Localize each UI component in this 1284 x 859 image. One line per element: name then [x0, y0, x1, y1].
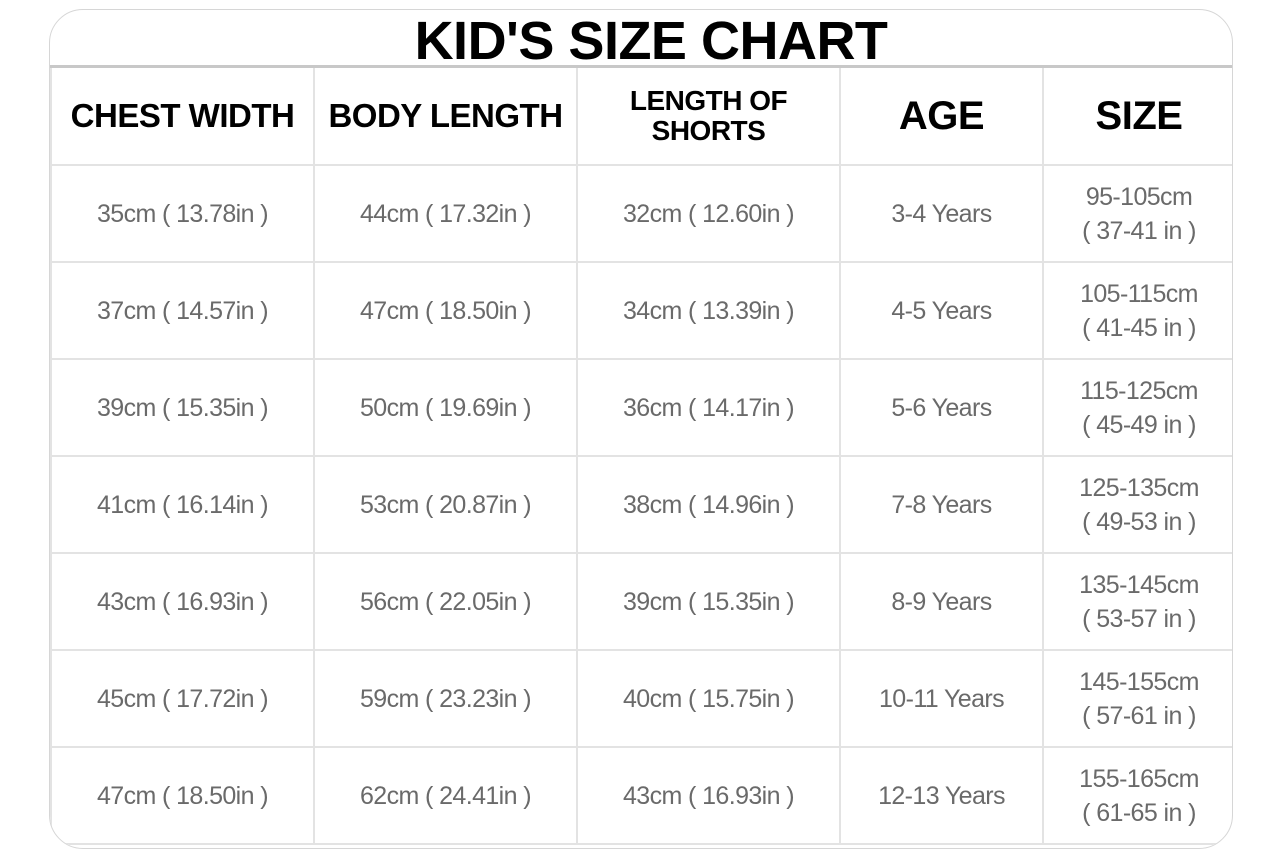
body-length-cell: 56cm ( 22.05in ) [313, 552, 578, 651]
size-cm-text: 105-115cm [1080, 279, 1198, 308]
chest-width-cell: 45cm ( 17.72in ) [50, 649, 315, 748]
shorts-length-cell: 34cm ( 13.39in ) [576, 261, 841, 360]
shorts-length-cell: 32cm ( 12.60in ) [576, 164, 841, 263]
size-cm-text: 115-125cm [1080, 376, 1198, 405]
size-cm-text: 125-135cm [1079, 473, 1199, 502]
age-cell: 12-13 Years [839, 746, 1044, 845]
size-cm-text: 95-105cm [1085, 182, 1193, 211]
table-row: 43cm ( 16.93in ) 56cm ( 22.05in ) 39cm ( 1… [50, 552, 1232, 651]
header-row: CHEST WIDTH BODY LENGTH LENGTH OF SHORTS… [50, 65, 1232, 166]
body-length-cell: 59cm ( 23.23in ) [313, 649, 578, 748]
size-cell: 135-145cm ( 53-57 in ) [1042, 552, 1232, 651]
table-row: 39cm ( 15.35in ) 50cm ( 19.69in ) 36cm ( 1… [50, 358, 1232, 457]
age-cell: 4-5 Years [839, 261, 1044, 360]
body-length-cell: 44cm ( 17.32in ) [313, 164, 578, 263]
chest-width-cell: 35cm ( 13.78in ) [50, 164, 315, 263]
size-in-text: ( 61-65 in ) [1082, 798, 1196, 827]
table-row: 35cm ( 13.78in ) 44cm ( 17.32in ) 32cm ( 1… [50, 164, 1232, 263]
body-length-cell: 62cm ( 24.41in ) [313, 746, 578, 845]
table-row: 41cm ( 16.14in ) 53cm ( 20.87in ) 38cm ( 1… [50, 455, 1232, 554]
age-cell: 10-11 Years [839, 649, 1044, 748]
size-cm-text: 145-155cm [1079, 667, 1199, 696]
size-cell: 155-165cm ( 61-65 in ) [1042, 746, 1232, 845]
size-cell: 125-135cm ( 49-53 in ) [1042, 455, 1232, 554]
shorts-length-cell: 43cm ( 16.93in ) [576, 746, 841, 845]
shorts-length-cell: 36cm ( 14.17in ) [576, 358, 841, 457]
size-cm-text: 155-165cm [1079, 764, 1199, 793]
age-cell: 5-6 Years [839, 358, 1044, 457]
chest-width-cell: 37cm ( 14.57in ) [50, 261, 315, 360]
size-cell: 115-125cm ( 45-49 in ) [1042, 358, 1232, 457]
size-in-text: ( 49-53 in ) [1082, 507, 1196, 536]
header-age: AGE [839, 65, 1044, 166]
size-in-text: ( 45-49 in ) [1082, 410, 1196, 439]
size-cell: 95-105cm ( 37-41 in ) [1042, 164, 1232, 263]
size-in-text: ( 57-61 in ) [1082, 701, 1196, 730]
header-length-of-shorts-text: LENGTH OF SHORTS [629, 85, 788, 146]
chest-width-cell: 43cm ( 16.93in ) [50, 552, 315, 651]
chest-width-cell: 47cm ( 18.50in ) [50, 746, 315, 845]
header-size: SIZE [1042, 65, 1232, 166]
size-cell: 145-155cm ( 57-61 in ) [1042, 649, 1232, 748]
shorts-length-cell: 38cm ( 14.96in ) [576, 455, 841, 554]
table-row: 47cm ( 18.50in ) 62cm ( 24.41in ) 43cm ( 1… [50, 746, 1232, 845]
header-length-of-shorts: LENGTH OF SHORTS [576, 65, 841, 166]
body-length-cell: 53cm ( 20.87in ) [313, 455, 578, 554]
age-cell: 8-9 Years [839, 552, 1044, 651]
shorts-length-cell: 40cm ( 15.75in ) [576, 649, 841, 748]
size-chart-card: KID'S SIZE CHART CHEST WIDTH BODY LENGTH… [49, 9, 1233, 849]
table-row: 37cm ( 14.57in ) 47cm ( 18.50in ) 34cm ( 1… [50, 261, 1232, 360]
size-cm-text: 135-145cm [1079, 570, 1199, 599]
shorts-length-cell: 39cm ( 15.35in ) [576, 552, 841, 651]
size-cell: 105-115cm ( 41-45 in ) [1042, 261, 1232, 360]
age-cell: 3-4 Years [839, 164, 1044, 263]
age-cell: 7-8 Years [839, 455, 1044, 554]
size-in-text: ( 41-45 in ) [1082, 313, 1196, 342]
chest-width-cell: 41cm ( 16.14in ) [50, 455, 315, 554]
size-in-text: ( 53-57 in ) [1082, 604, 1196, 633]
header-chest-width: CHEST WIDTH [50, 65, 315, 166]
table-row: 45cm ( 17.72in ) 59cm ( 23.23in ) 40cm ( 1… [50, 649, 1232, 748]
size-in-text: ( 37-41 in ) [1082, 216, 1196, 245]
table-body: 35cm ( 13.78in ) 44cm ( 17.32in ) 32cm ( 1… [50, 164, 1232, 845]
header-body-length: BODY LENGTH [313, 65, 578, 166]
body-length-cell: 50cm ( 19.69in ) [313, 358, 578, 457]
chest-width-cell: 39cm ( 15.35in ) [50, 358, 315, 457]
body-length-cell: 47cm ( 18.50in ) [313, 261, 578, 360]
chart-title: KID'S SIZE CHART [414, 11, 888, 71]
size-table: CHEST WIDTH BODY LENGTH LENGTH OF SHORTS… [50, 65, 1232, 845]
